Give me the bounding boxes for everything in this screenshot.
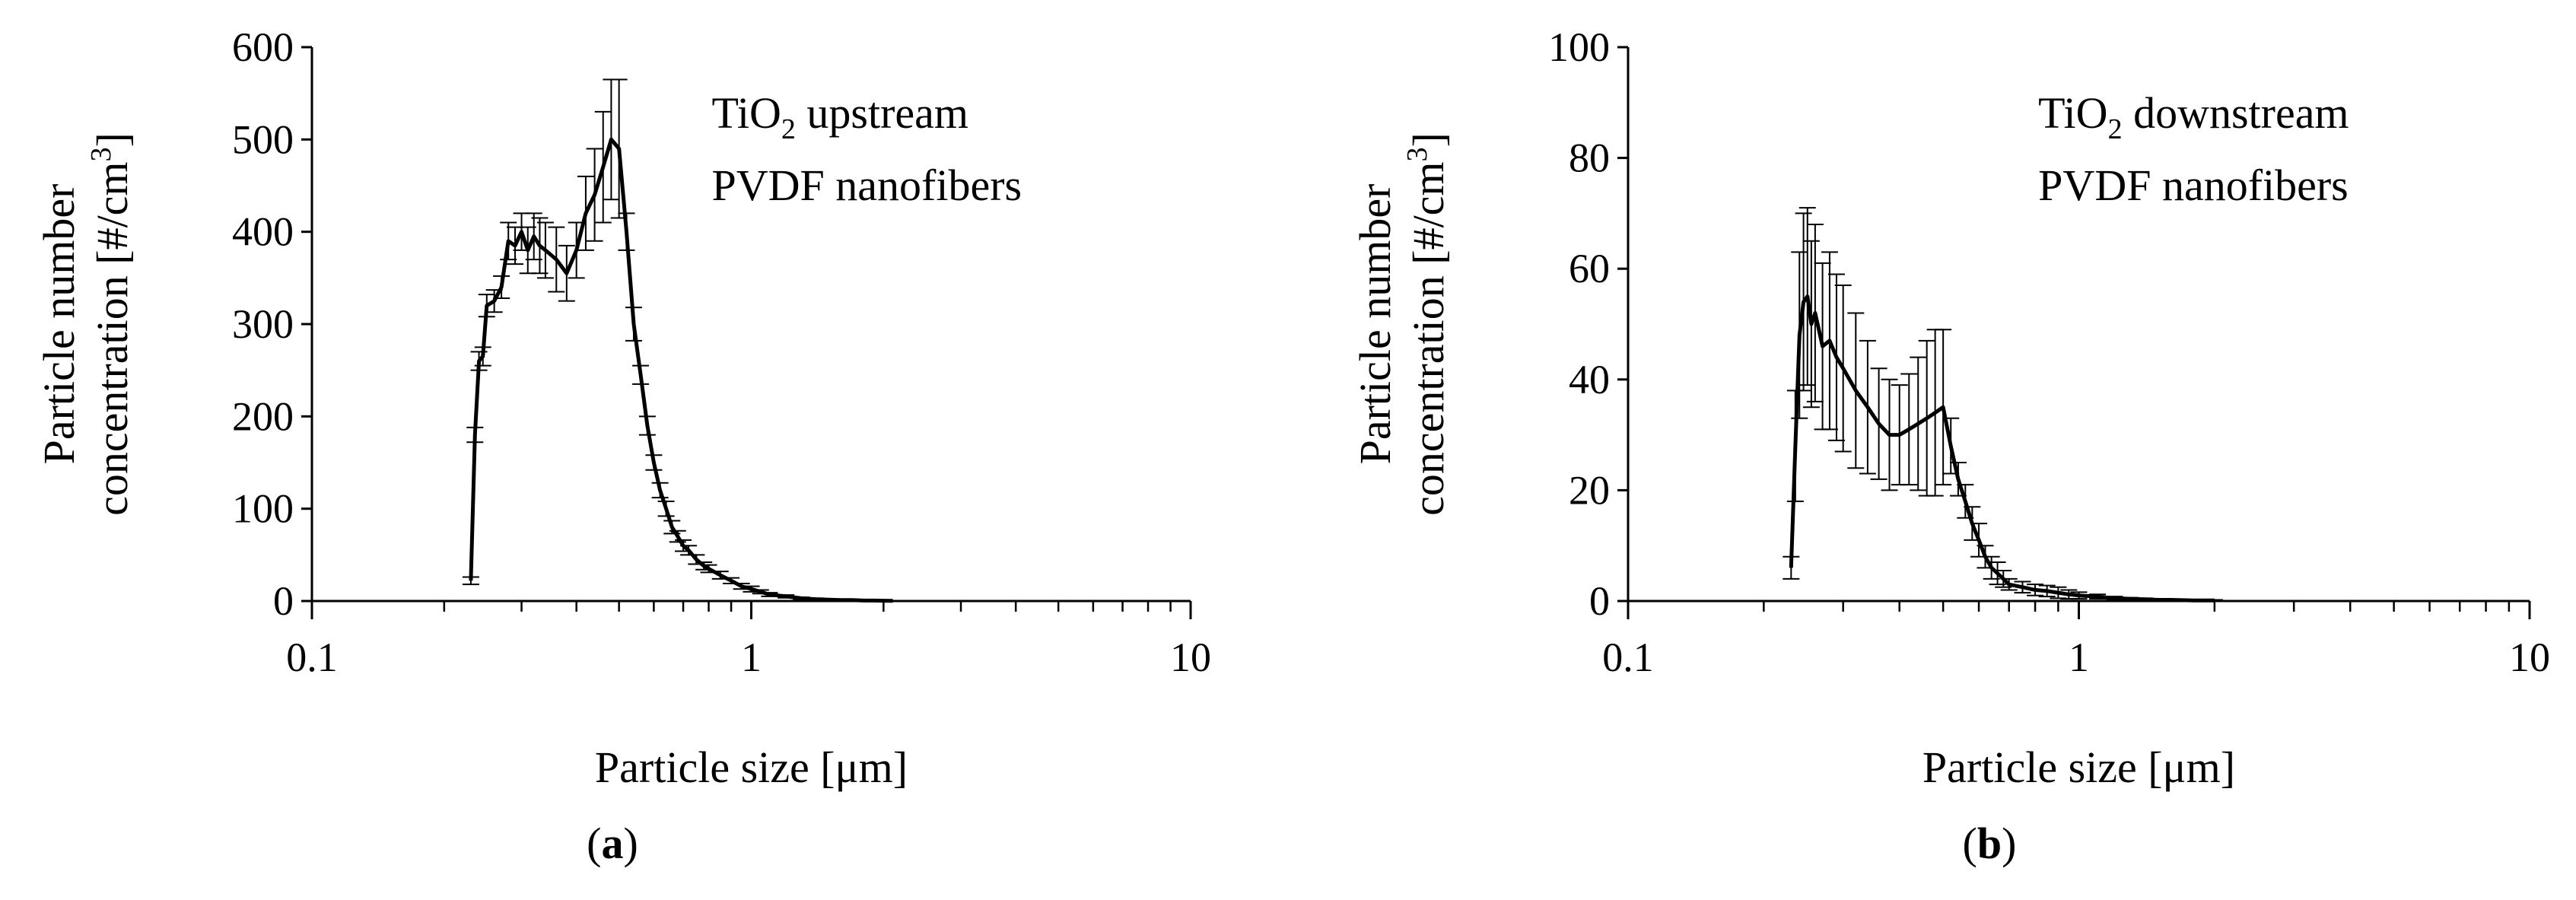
y-axis-label-superscript: 3 bbox=[1401, 147, 1433, 161]
caption-paren-close: ) bbox=[2002, 819, 2016, 868]
series-line bbox=[469, 137, 893, 603]
caption-paren-open: ( bbox=[1963, 819, 1977, 868]
error-bars bbox=[1783, 207, 2223, 602]
x-tick-label: 1 bbox=[2069, 634, 2089, 680]
annotation-formula: TiO bbox=[2038, 88, 2107, 138]
x-tick-label: 10 bbox=[2509, 634, 2550, 680]
y-tick-label: 60 bbox=[1569, 246, 1610, 291]
panel-a-chart: 0 100 200 300 400 500 600 0.1 1 10 TiO2 upstream PV… bbox=[34, 24, 1211, 868]
annotation-suffix: downstream bbox=[2123, 88, 2349, 138]
annotation-line1: TiO2 downstream bbox=[2038, 88, 2349, 145]
annotation-line2: PVDF nanofibers bbox=[2038, 161, 2349, 210]
error-bars bbox=[462, 78, 902, 602]
panel-label: a bbox=[602, 819, 624, 868]
y-tick-label: 40 bbox=[1569, 357, 1610, 402]
x-tick-label: 1 bbox=[741, 634, 762, 680]
x-axis-label: Particle size [μm] bbox=[595, 743, 908, 792]
y-axis-label-suffix: ] bbox=[87, 132, 137, 147]
y-axis-label-line2: concentration [#/cm3] bbox=[85, 132, 137, 516]
panel-label: b bbox=[1977, 819, 2002, 868]
annotation-suffix: upstream bbox=[796, 88, 968, 138]
y-axis-label-superscript: 3 bbox=[85, 147, 117, 161]
x-axis-label: Particle size [μm] bbox=[1922, 743, 2235, 792]
y-tick-label: 200 bbox=[232, 393, 294, 439]
y-axis-label-line1: Particle number bbox=[34, 184, 84, 465]
y-tick-label: 20 bbox=[1569, 467, 1610, 513]
annotation-subscript: 2 bbox=[781, 113, 796, 145]
panel-caption: (a) bbox=[587, 819, 638, 868]
series-line bbox=[1789, 294, 2215, 603]
y-axis-label-line1: Particle number bbox=[1350, 184, 1400, 465]
y-tick-label: 400 bbox=[232, 209, 294, 255]
y-tick-label: 0 bbox=[1589, 578, 1610, 624]
annotation-formula: TiO bbox=[712, 88, 781, 138]
y-tick-label: 600 bbox=[232, 24, 294, 70]
annotation-subscript: 2 bbox=[2108, 113, 2123, 145]
y-axis-label-text: concentration [#/cm bbox=[87, 161, 137, 515]
y-tick-label: 100 bbox=[232, 486, 294, 532]
panel-b-chart: 0 20 40 60 80 100 0.1 1 10 TiO2 downstream PVDF na… bbox=[1350, 24, 2550, 868]
y-tick-label: 500 bbox=[232, 116, 294, 162]
y-tick-label: 80 bbox=[1569, 135, 1610, 181]
y-axis-label-suffix: ] bbox=[1404, 132, 1453, 147]
y-tick-label: 100 bbox=[1548, 24, 1610, 70]
annotation-line1: TiO2 upstream bbox=[712, 88, 969, 145]
caption-paren-open: ( bbox=[587, 819, 601, 868]
x-tick-label: 10 bbox=[1170, 634, 1211, 680]
y-tick-label: 0 bbox=[273, 578, 294, 624]
y-tick-label: 300 bbox=[232, 301, 294, 347]
annotation-line2: PVDF nanofibers bbox=[712, 161, 1022, 210]
panel-caption: (b) bbox=[1963, 819, 2017, 868]
caption-paren-close: ) bbox=[624, 819, 638, 868]
x-tick-label: 0.1 bbox=[286, 634, 338, 680]
x-tick-label: 0.1 bbox=[1602, 634, 1654, 680]
y-axis-label-line2: concentration [#/cm3] bbox=[1401, 132, 1453, 516]
y-axis-label-text: concentration [#/cm bbox=[1404, 161, 1453, 515]
